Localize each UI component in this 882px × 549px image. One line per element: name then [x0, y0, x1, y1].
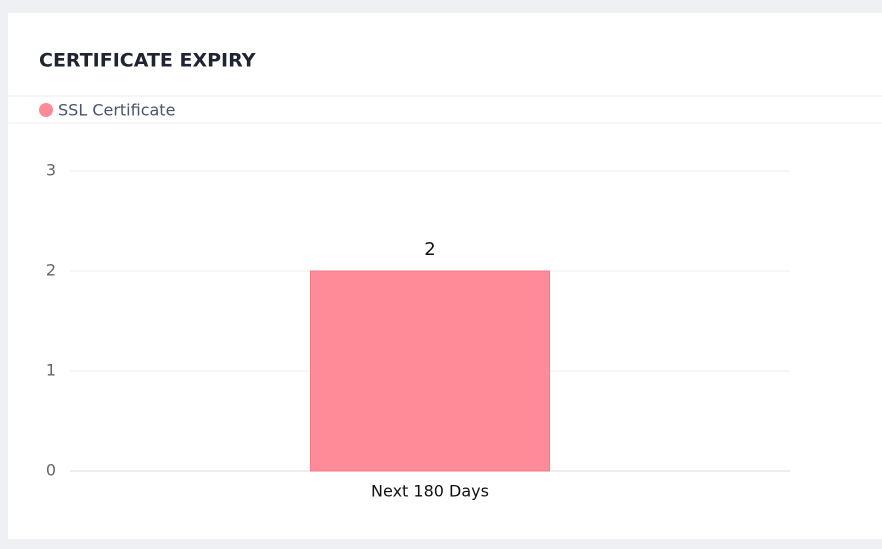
- y-tick-label: 1: [46, 361, 56, 380]
- legend-marker: [39, 103, 53, 117]
- chart-title: CERTIFICATE EXPIRY: [39, 50, 256, 72]
- y-tick-label: 0: [46, 461, 56, 480]
- bar: [309, 270, 551, 472]
- legend-label: SSL Certificate: [58, 101, 175, 120]
- y-tick-label: 3: [46, 161, 56, 180]
- y-tick-label: 2: [46, 261, 56, 280]
- x-tick-label: Next 180 Days: [371, 482, 489, 501]
- data-label: 2: [424, 239, 435, 260]
